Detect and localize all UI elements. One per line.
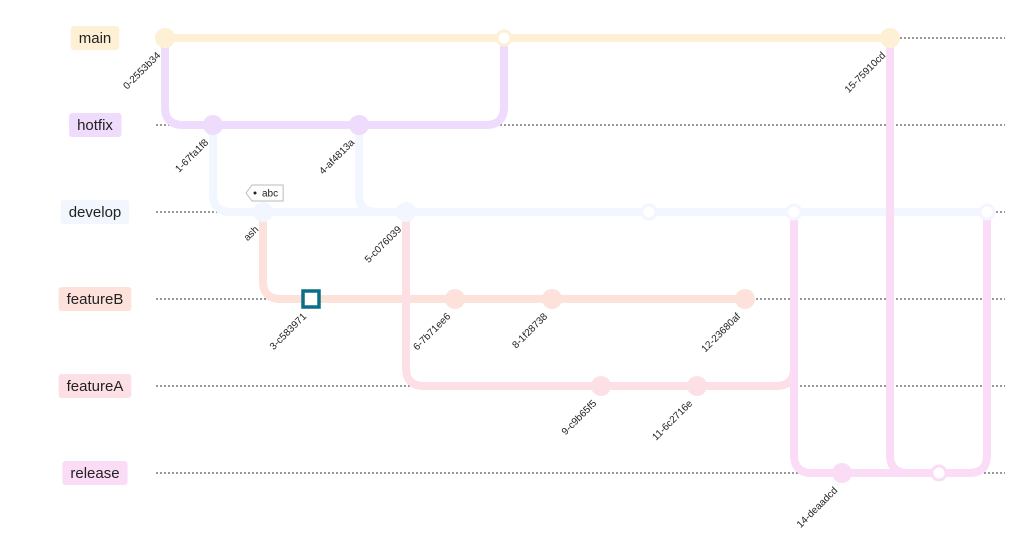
- tag-hole-icon: [253, 191, 257, 195]
- edge-15-75910cd-to-merge-main-release: [886, 34, 943, 477]
- commit-node[interactable]: [203, 115, 223, 135]
- tag-shape: [245, 184, 284, 202]
- merge-commit-node[interactable]: [978, 203, 996, 221]
- commit-label: 8-1f28738: [510, 311, 550, 351]
- branch-lanes: main hotfix develop featureB featureA release: [58, 26, 1005, 485]
- edge-1-67fa1f8-to-5-c076039: [209, 121, 410, 216]
- commit-label: 15-75910cd: [843, 50, 888, 95]
- branch-label-main: main: [70, 26, 120, 50]
- commit-tag: abc: [245, 184, 284, 202]
- commit-label: ash: [242, 224, 261, 243]
- commit-label: 11-6c2716e: [651, 398, 696, 443]
- commit-node[interactable]: [735, 289, 755, 309]
- branch-label-text: hotfix: [77, 117, 113, 134]
- commit-node[interactable]: [445, 289, 465, 309]
- edge-merge-featureA-develop-to-14-deaadcd: [790, 208, 846, 477]
- commit-node[interactable]: [396, 202, 416, 222]
- merge-commit-node[interactable]: [785, 203, 803, 221]
- edge-4-af4813a-to-merge-hotfix-main: [355, 34, 508, 129]
- branch-label-text: release: [70, 465, 119, 482]
- commit-node[interactable]: [349, 115, 369, 135]
- edge-merge-main-release-to-merge-release-develop: [935, 208, 991, 477]
- commit-label: 5-c076039: [363, 224, 405, 266]
- commit-label: 12-23680af: [700, 311, 744, 355]
- branch-label-text: featureB: [67, 291, 124, 308]
- tag-text: abc: [262, 189, 278, 200]
- merge-commit-node[interactable]: [640, 203, 658, 221]
- branch-edges: [161, 34, 991, 477]
- branch-label-bg: [58, 287, 132, 311]
- edge-4-af4813a-to-merge-hotfix-develop: [355, 121, 653, 216]
- branch-label-bg: [70, 26, 120, 50]
- commit-label: 9-c9b65f5: [560, 398, 600, 438]
- branch-label-text: featureA: [67, 378, 124, 395]
- branch-label-bg: [58, 374, 132, 398]
- branch-label-bg: [60, 200, 130, 224]
- commit-label: 1-67fa1f8: [173, 137, 211, 175]
- branch-label-featureB: featureB: [58, 287, 132, 311]
- edge-2-ash-to-3-c583971: [259, 208, 315, 303]
- branch-label-hotfix: hotfix: [69, 113, 122, 137]
- edge-5-c076039-to-9-c9b65f5: [402, 208, 605, 390]
- commit-label: 0-2553b34: [122, 50, 164, 92]
- commit-label: 3-c583971: [268, 311, 310, 353]
- branch-label-bg: [69, 113, 122, 137]
- commit-label: 4-af4813a: [317, 137, 357, 177]
- branch-label-text: main: [79, 30, 112, 47]
- commit-label: 6-7b71ee6: [412, 311, 454, 353]
- commit-node[interactable]: [591, 376, 611, 396]
- merge-commit-node[interactable]: [930, 464, 948, 482]
- commit-label: 14-deaadcd: [795, 485, 840, 530]
- commit-node[interactable]: [832, 463, 852, 483]
- branch-label-bg: [62, 461, 128, 485]
- branch-label-develop: develop: [60, 200, 130, 224]
- commit-node[interactable]: [155, 28, 175, 48]
- commit-node-highlight[interactable]: [301, 289, 321, 309]
- branch-label-featureA: featureA: [58, 374, 132, 398]
- branch-label-release: release: [62, 461, 128, 485]
- edge-0-2553b34-to-1-67fa1f8: [161, 34, 217, 129]
- commit-node[interactable]: [880, 28, 900, 48]
- commit-node[interactable]: [542, 289, 562, 309]
- commit-node[interactable]: [687, 376, 707, 396]
- branch-label-text: develop: [69, 204, 122, 221]
- commit-nodes: [155, 28, 996, 483]
- merge-commit-node[interactable]: [495, 29, 513, 47]
- commit-node[interactable]: [253, 202, 273, 222]
